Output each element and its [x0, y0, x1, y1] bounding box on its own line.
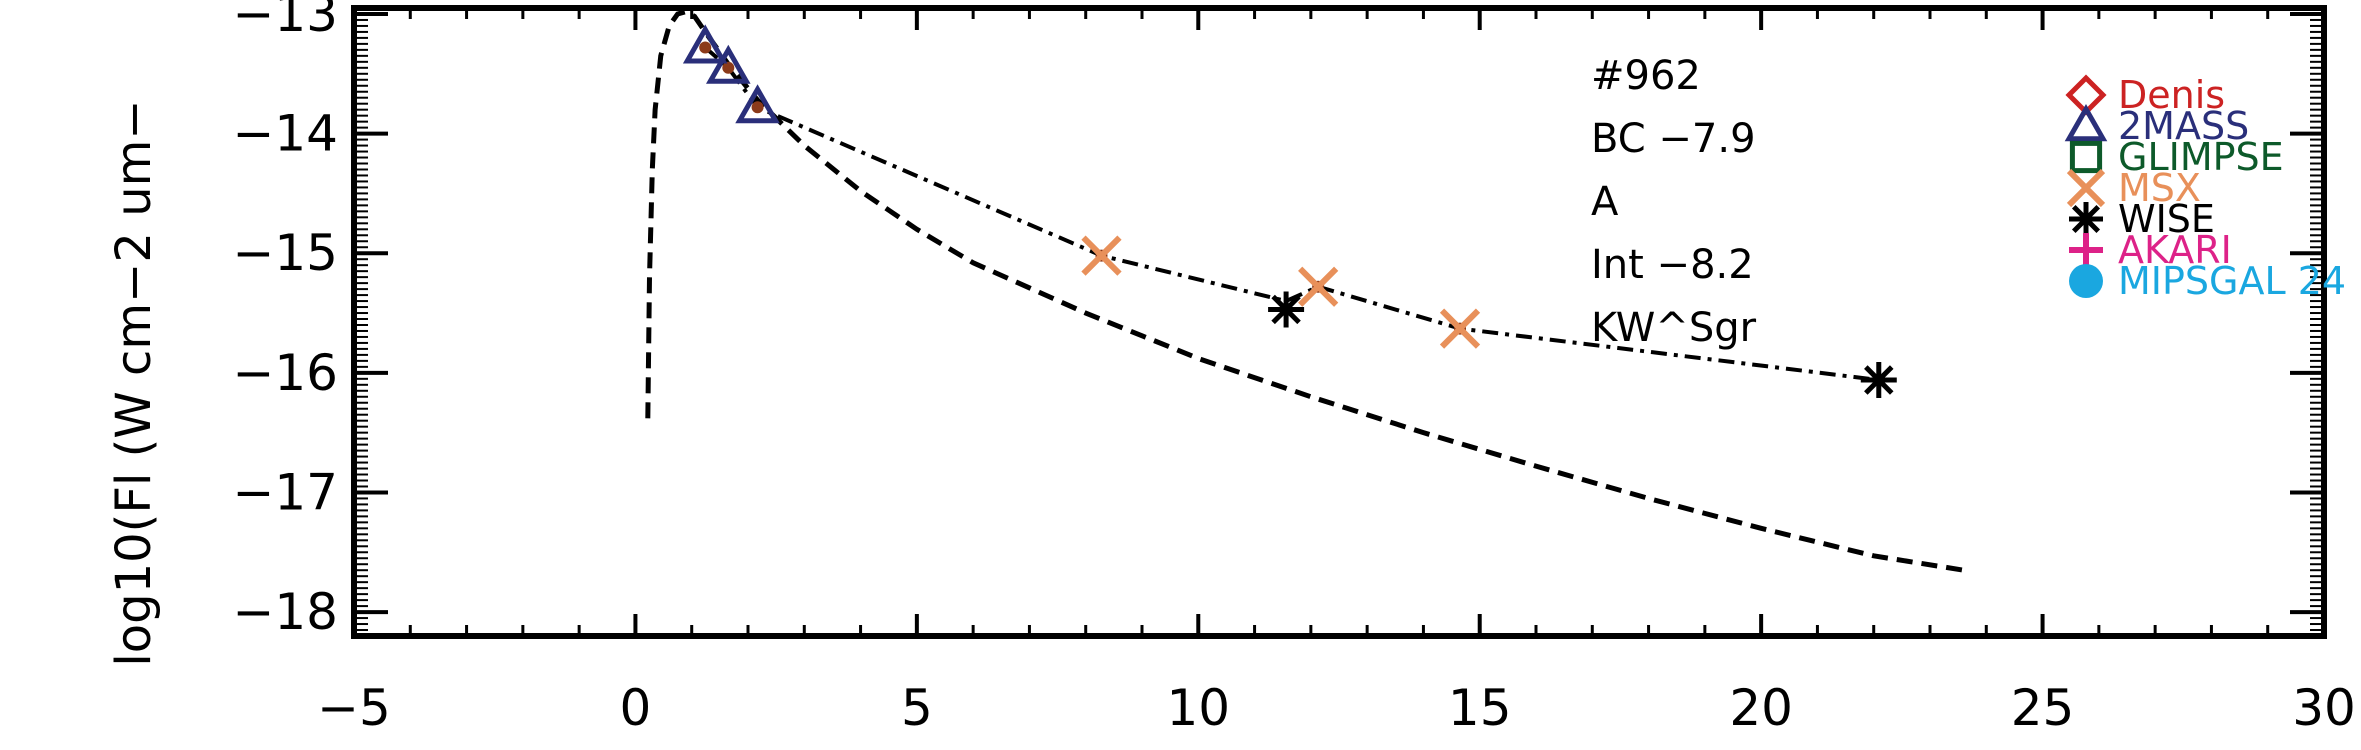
y-tick-label: −16 — [232, 344, 338, 402]
y-tick-label: −13 — [232, 0, 338, 43]
x-tick-label: 0 — [620, 679, 652, 737]
legend-marker-2mass — [2064, 103, 2108, 142]
blackbody-curve — [645, 8, 1965, 573]
y-tick-label: −17 — [232, 463, 338, 521]
y-tick-label: −18 — [232, 583, 338, 641]
legend-label: 2MASS — [2118, 104, 2249, 148]
legend-label: WISE — [2118, 197, 2215, 241]
legend-marker-msx — [2066, 168, 2106, 208]
legend-marker-akari — [2069, 233, 2103, 267]
annotation-line: KW^Sgr — [1591, 305, 1757, 351]
legend-label: GLIMPSE — [2118, 135, 2284, 179]
legend-label: MIPSGAL 24 — [2118, 259, 2346, 303]
msx-point — [1298, 266, 1339, 307]
x-tick-label: 25 — [2011, 679, 2075, 737]
data-layer — [645, 8, 1965, 573]
2mass-point — [682, 24, 728, 64]
x-tick-label: 15 — [1448, 679, 1512, 737]
y-tick-label: −14 — [232, 105, 338, 163]
plot-frame — [351, 5, 2327, 639]
x-tick-label: 30 — [2292, 679, 2356, 737]
x-tick-label: 10 — [1166, 679, 1230, 737]
model-point — [722, 61, 735, 74]
msx-point — [1439, 308, 1481, 349]
legend-label: AKARI — [2118, 228, 2232, 272]
text-layer: log10(Fl (W cm−2 um− −5 0 5 10 15 20 25 30 −13 −1… — [106, 0, 2356, 737]
fit-line — [703, 45, 1880, 383]
wise-point — [1860, 362, 1897, 399]
wise-point — [1268, 291, 1305, 328]
2mass-point — [705, 44, 751, 84]
x-tick-label: −5 — [317, 679, 391, 737]
legend-label: Denis — [2118, 73, 2225, 117]
annotation-line: #962 — [1591, 53, 1701, 99]
axes-layer — [351, 5, 2327, 639]
legend-marker-glimpse — [2069, 140, 2103, 174]
x-tick-label: 5 — [901, 679, 933, 737]
model-point — [751, 101, 764, 114]
y-tick-label: −15 — [232, 224, 338, 282]
legend-label: MSX — [2118, 166, 2201, 210]
x-tick-label: 20 — [1729, 679, 1793, 737]
legend-marker-mipsgal-24 — [2069, 264, 2103, 298]
model-point — [699, 41, 712, 54]
y-axis-label: log10(Fl (W cm−2 um− — [106, 99, 162, 666]
annotation-line: BC −7.9 — [1591, 116, 1756, 162]
annotation-line: Int −8.2 — [1591, 242, 1754, 288]
2mass-point — [735, 84, 780, 124]
msx-point — [1081, 235, 1122, 276]
legend-marker-wise — [2069, 202, 2103, 236]
annotation-line: A — [1591, 179, 1619, 225]
